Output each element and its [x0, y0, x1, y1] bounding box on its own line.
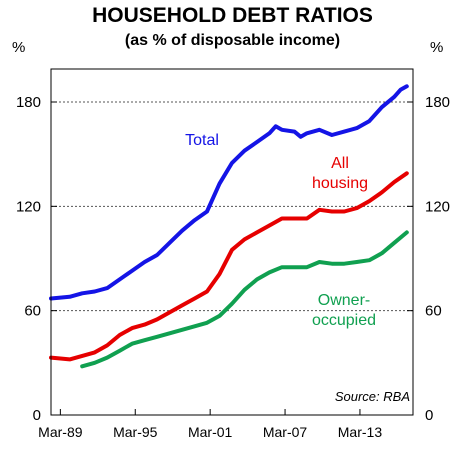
series-label-owner-occupied: Owner-occupied [312, 292, 376, 329]
series-label-total: Total [185, 132, 219, 149]
series-labels: Total All housing Owner-occupied [185, 132, 376, 329]
series-label-all-housing: All housing [312, 155, 368, 192]
series-line-total [49, 84, 409, 301]
axis-layer: 0 0 60 60 120 120 180 180 Mar-89 Mar-95 Mar-01 Mar-… [16, 68, 450, 440]
x-tick-label-0: Mar-89 [38, 424, 83, 440]
chart-subtitle: (as % of disposable income) [124, 32, 341, 49]
y-tick-label-left-180: 180 [16, 94, 41, 111]
source-note: Source: RBA [335, 389, 410, 404]
plot-frame [50, 68, 414, 416]
chart-title: HOUSEHOLD DEBT RATIOS [92, 4, 373, 27]
y-tick-label-right-180: 180 [425, 94, 450, 111]
x-tick-label-3: Mar-07 [263, 424, 308, 440]
series-line-owner-occupied [80, 230, 409, 369]
y-tick-label-left-60: 60 [24, 303, 41, 320]
x-tick-label-1: Mar-95 [113, 424, 158, 440]
series-line-all-housing [49, 171, 409, 362]
y-axis-unit-left: % [12, 39, 25, 56]
y-tick-label-right-120: 120 [425, 198, 450, 215]
grid-layer [51, 101, 413, 312]
y-tick-label-left-0: 0 [33, 407, 41, 424]
x-tick-label-4: Mar-13 [338, 424, 383, 440]
y-tick-label-left-120: 120 [16, 198, 41, 215]
series-layer [49, 84, 409, 369]
y-tick-label-right-60: 60 [425, 303, 442, 320]
y-axis-unit-right: % [430, 39, 443, 56]
x-tick-label-2: Mar-01 [188, 424, 233, 440]
y-tick-label-right-0: 0 [425, 407, 433, 424]
